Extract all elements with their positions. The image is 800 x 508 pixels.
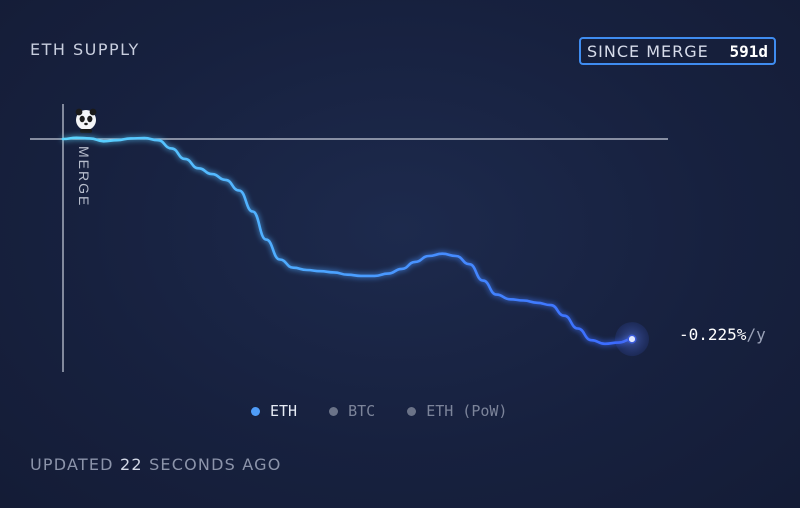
- annual-rate-label: -0.225%/y: [679, 325, 766, 344]
- legend-item-eth-pow[interactable]: ETH (PoW): [407, 402, 507, 420]
- update-prefix: UPDATED: [30, 455, 114, 474]
- legend-label: ETH (PoW): [426, 402, 508, 420]
- update-status: UPDATED 22 SECONDS AGO: [30, 455, 282, 474]
- since-merge-button[interactable]: SINCE MERGE 591d: [579, 37, 776, 65]
- since-merge-label: SINCE MERGE: [587, 41, 709, 61]
- chart-title: ETH SUPPLY: [30, 40, 140, 59]
- legend-item-eth[interactable]: ETH: [251, 402, 297, 420]
- annual-rate-unit: /y: [746, 325, 766, 344]
- annual-rate-value: -0.225%: [679, 325, 747, 344]
- update-seconds: 22: [120, 455, 143, 474]
- legend-item-btc[interactable]: BTC: [329, 402, 375, 420]
- legend-dot-icon: [251, 406, 260, 416]
- eth-supply-line: [61, 136, 634, 346]
- update-suffix: SECONDS AGO: [149, 455, 282, 474]
- legend-dot-icon: [329, 406, 339, 416]
- merge-label: MERGE: [76, 146, 92, 207]
- chart-legend: ETH BTC ETH (PoW): [251, 402, 507, 420]
- legend-label: ETH: [270, 402, 298, 420]
- legend-dot-icon: [407, 406, 417, 416]
- legend-label: BTC: [348, 402, 376, 420]
- since-merge-days: 591d: [729, 41, 768, 61]
- panda-icon: [75, 108, 97, 133]
- current-point-marker: [627, 334, 637, 344]
